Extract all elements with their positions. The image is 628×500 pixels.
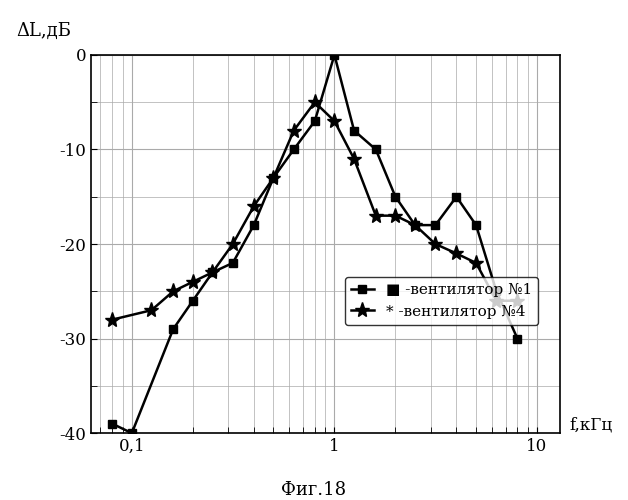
■ -вентилятор №1 [453, 194, 460, 200]
■ -вентилятор №1 [372, 146, 379, 152]
* -вентилятор №4 [472, 260, 480, 266]
■ -вентилятор №1 [170, 326, 177, 332]
■ -вентилятор №1 [269, 175, 277, 181]
■ -вентилятор №1 [290, 146, 298, 152]
* -вентилятор №4 [290, 128, 298, 134]
* -вентилятор №4 [372, 212, 379, 218]
■ -вентилятор №1 [208, 270, 216, 276]
■ -вентилятор №1 [250, 222, 257, 228]
■ -вентилятор №1 [109, 420, 116, 426]
Y-axis label: ΔL,дБ: ΔL,дБ [17, 22, 72, 40]
■ -вентилятор №1 [311, 118, 318, 124]
* -вентилятор №4 [453, 250, 460, 256]
* -вентилятор №4 [411, 222, 419, 228]
* -вентилятор №4 [350, 156, 358, 162]
■ -вентилятор №1 [189, 298, 197, 304]
* -вентилятор №4 [431, 241, 439, 247]
■ -вентилятор №1 [472, 222, 480, 228]
■ -вентилятор №1 [392, 194, 399, 200]
* -вентилятор №4 [311, 99, 318, 105]
■ -вентилятор №1 [411, 222, 419, 228]
■ -вентилятор №1 [350, 128, 358, 134]
Text: f,кГц: f,кГц [570, 416, 613, 433]
* -вентилятор №4 [514, 298, 521, 304]
* -вентилятор №4 [269, 175, 277, 181]
* -вентилятор №4 [250, 203, 257, 209]
Line: * -вентилятор №4: * -вентилятор №4 [104, 94, 525, 328]
■ -вентилятор №1 [128, 430, 136, 436]
* -вентилятор №4 [170, 288, 177, 294]
* -вентилятор №4 [109, 316, 116, 322]
* -вентилятор №4 [208, 270, 216, 276]
* -вентилятор №4 [392, 212, 399, 218]
■ -вентилятор №1 [514, 336, 521, 342]
* -вентилятор №4 [189, 279, 197, 285]
■ -вентилятор №1 [431, 222, 439, 228]
* -вентилятор №4 [331, 118, 338, 124]
■ -вентилятор №1 [492, 288, 500, 294]
Line: ■ -вентилятор №1: ■ -вентилятор №1 [108, 50, 522, 438]
■ -вентилятор №1 [229, 260, 237, 266]
■ -вентилятор №1 [331, 52, 338, 58]
Text: Фиг.18: Фиг.18 [281, 481, 347, 499]
* -вентилятор №4 [148, 307, 155, 313]
* -вентилятор №4 [492, 298, 500, 304]
* -вентилятор №4 [229, 241, 237, 247]
Legend: ■ -вентилятор №1, * -вентилятор №4: ■ -вентилятор №1, * -вентилятор №4 [345, 277, 538, 324]
